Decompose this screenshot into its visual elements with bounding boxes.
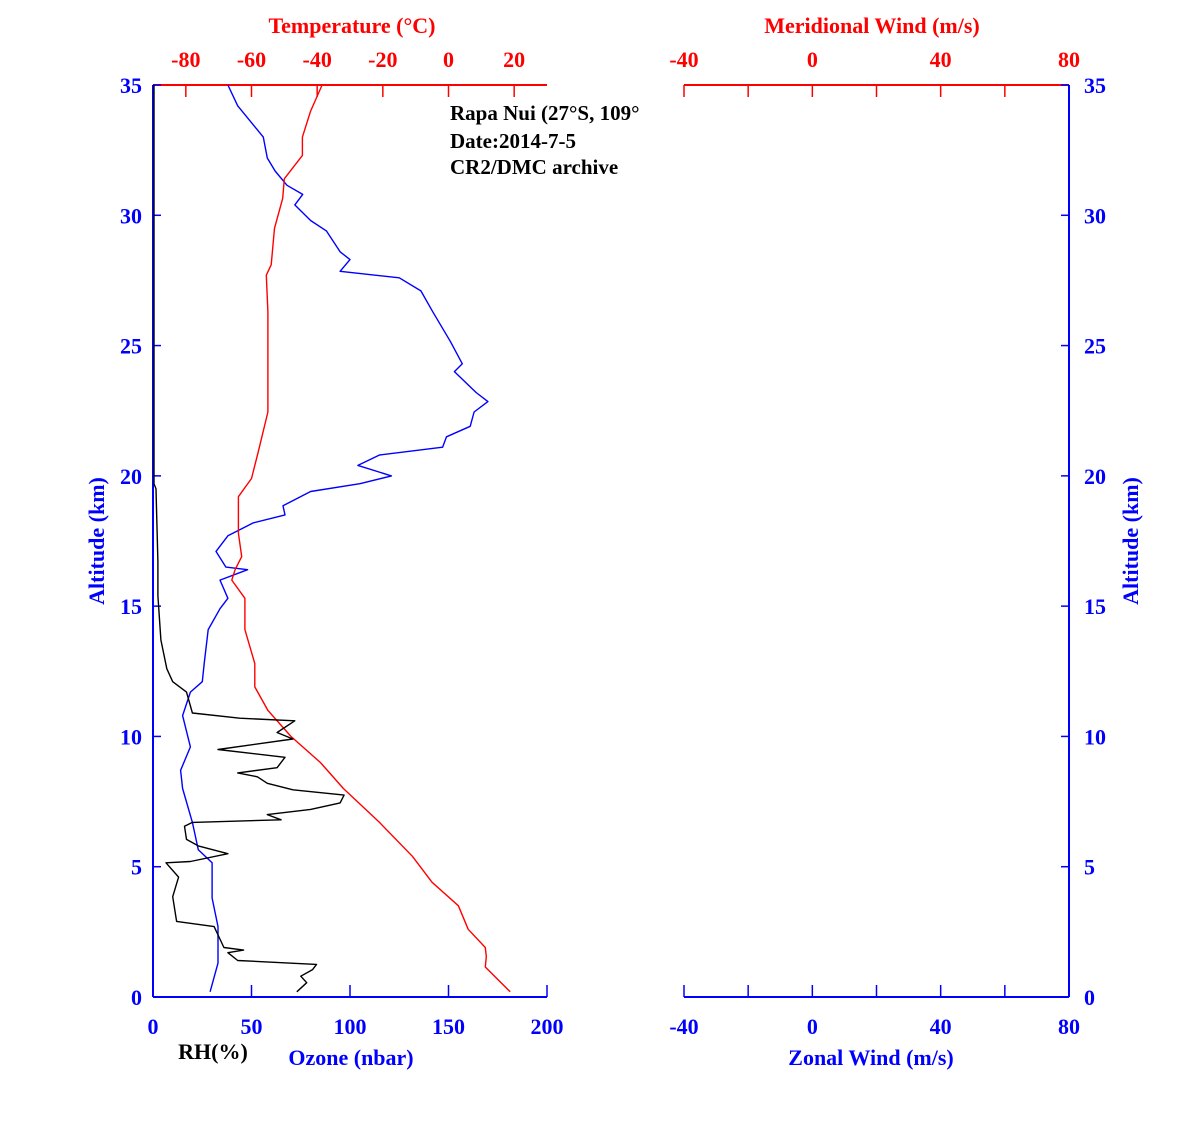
top-tick-label: 20 xyxy=(503,47,525,72)
rh-axis-title: RH(%) xyxy=(178,1039,248,1064)
archive-annotation: CR2/DMC archive xyxy=(450,155,618,179)
temperature-profile-line xyxy=(231,84,511,993)
altitude-tick-label: 15 xyxy=(1084,594,1106,619)
top-tick-label: -80 xyxy=(171,47,200,72)
bottom-tick-label: 50 xyxy=(241,1014,263,1039)
right-altitude-axis-title: Altitude (km) xyxy=(1118,477,1143,605)
date-annotation: Date:2014-7-5 xyxy=(450,129,576,153)
bottom-tick-label: 0 xyxy=(807,1014,818,1039)
altitude-tick-label: 10 xyxy=(120,724,142,749)
altitude-tick-label: 30 xyxy=(120,203,142,228)
meridional-wind-axis-title: Meridional Wind (m/s) xyxy=(764,13,980,38)
top-tick-label: 0 xyxy=(807,47,818,72)
top-tick-label: -40 xyxy=(303,47,332,72)
top-tick-label: -60 xyxy=(237,47,266,72)
altitude-tick-label: 10 xyxy=(1084,724,1106,749)
altitude-tick-label: 5 xyxy=(131,855,142,880)
top-tick-label: 0 xyxy=(443,47,454,72)
altitude-tick-label: 0 xyxy=(1084,985,1095,1010)
station-annotation: Rapa Nui (27°S, 109° xyxy=(450,101,640,125)
altitude-tick-label: 20 xyxy=(1084,464,1106,489)
altitude-tick-label: 30 xyxy=(1084,203,1106,228)
temperature-axis-title: Temperature (°C) xyxy=(268,13,435,38)
rh-profile-line xyxy=(153,85,345,993)
bottom-tick-label: 100 xyxy=(334,1014,367,1039)
top-tick-label: -20 xyxy=(368,47,397,72)
zonal-wind-axis-title: Zonal Wind (m/s) xyxy=(788,1045,953,1070)
altitude-tick-label: 0 xyxy=(131,985,142,1010)
ozone-axis-title: Ozone (nbar) xyxy=(288,1045,413,1070)
bottom-tick-label: 40 xyxy=(930,1014,952,1039)
top-tick-label: -40 xyxy=(669,47,698,72)
altitude-tick-label: 15 xyxy=(120,594,142,619)
bottom-tick-label: 200 xyxy=(531,1014,564,1039)
bottom-tick-label: -40 xyxy=(669,1014,698,1039)
left-altitude-axis-title: Altitude (km) xyxy=(84,477,109,605)
bottom-tick-label: 80 xyxy=(1058,1014,1080,1039)
top-tick-label: 40 xyxy=(930,47,952,72)
ozone-profile-line xyxy=(179,84,489,992)
bottom-tick-label: 0 xyxy=(148,1014,159,1039)
altitude-tick-label: 20 xyxy=(120,464,142,489)
bottom-tick-label: 150 xyxy=(432,1014,465,1039)
altitude-tick-label: 25 xyxy=(120,334,142,359)
altitude-tick-label: 25 xyxy=(1084,334,1106,359)
altitude-tick-label: 35 xyxy=(120,73,142,98)
top-tick-label: 80 xyxy=(1058,47,1080,72)
altitude-tick-label: 35 xyxy=(1084,73,1106,98)
altitude-tick-label: 5 xyxy=(1084,855,1095,880)
